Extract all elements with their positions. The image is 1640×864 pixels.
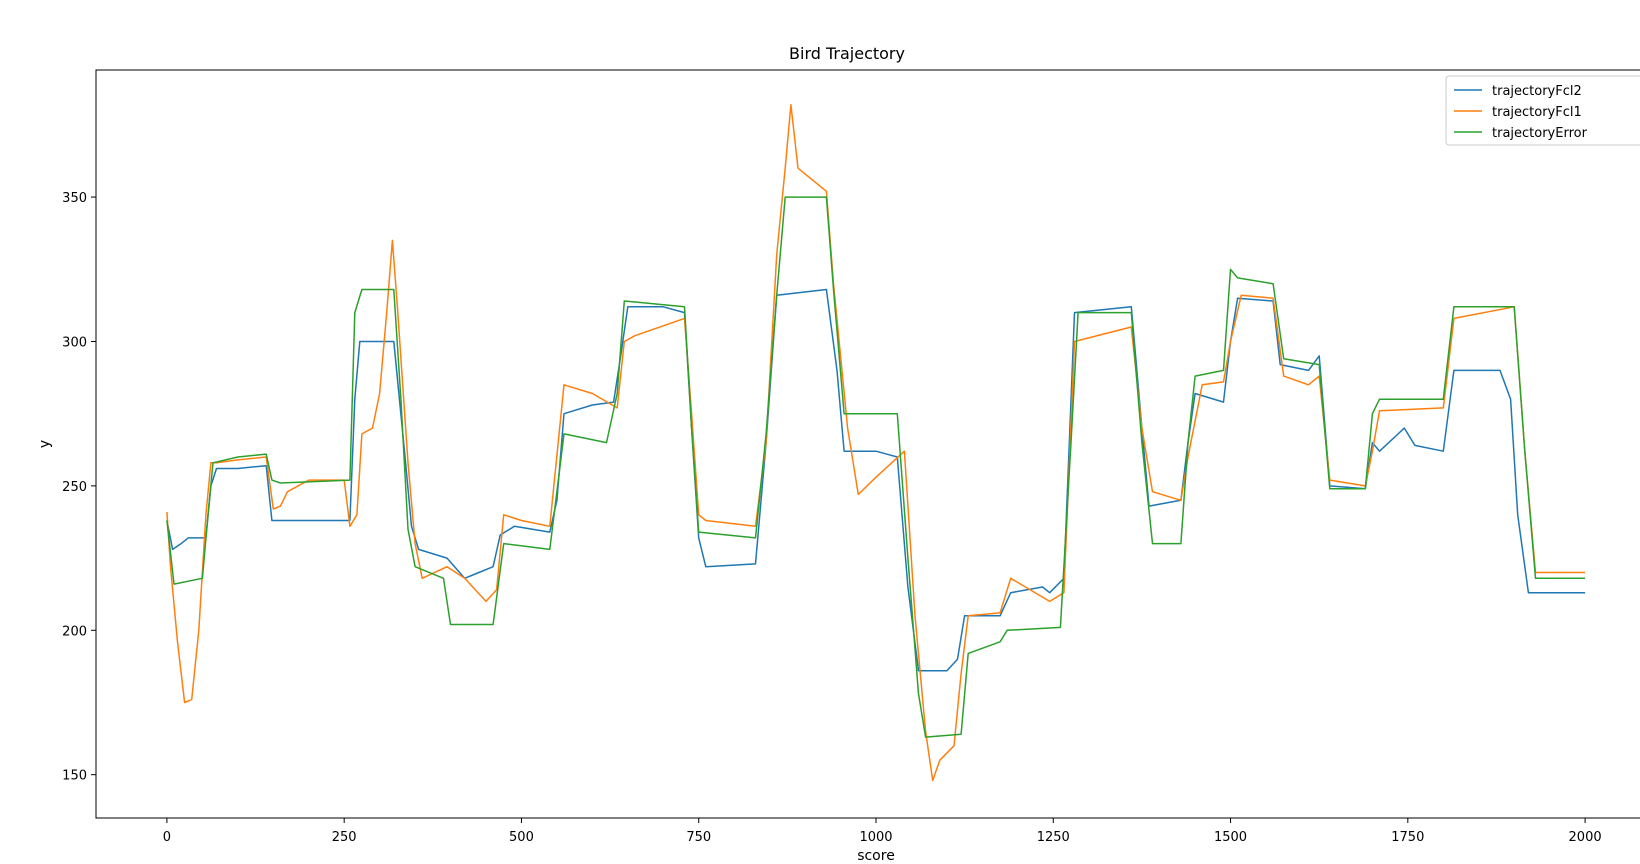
chart-title: Bird Trajectory [789,44,905,63]
axis-ticks: 0 250 500 750 1000 1250 1500 1750 2000 150 200 250 3… [62,191,1601,845]
y-tick-label: 300 [62,335,87,350]
x-tick-label: 250 [332,830,357,845]
legend-label-trajectoryFcl1: trajectoryFcl1 [1492,105,1582,120]
y-tick-label: 250 [62,480,87,495]
x-tick-label: 1000 [859,830,892,845]
series-line-trajectoryFcl2 [166,288,1586,672]
legend-frame [1445,75,1640,146]
y-tick-label: 350 [62,191,87,206]
legend-label-trajectoryFcl2: trajectoryFcl2 [1492,84,1582,99]
x-tick-label: 500 [509,830,534,845]
x-tick-label: 0 [163,830,171,845]
x-tick-label: 1500 [1214,830,1247,845]
legend: trajectoryFcl2 trajectoryFcl1 trajectoryEr… [1445,75,1640,146]
plot-frame [95,69,1640,819]
y-tick-label: 200 [62,624,87,639]
y-axis-label: y [37,440,53,448]
plot-area [166,103,1586,782]
y-tick-label: 150 [62,769,87,784]
x-tick-label: 1250 [1037,830,1070,845]
x-tick-label: 750 [686,830,711,845]
legend-label-trajectoryError: trajectoryError [1492,126,1588,141]
x-axis-label: score [857,848,895,864]
x-tick-label: 1750 [1391,830,1424,845]
x-tick-label: 2000 [1569,830,1602,845]
series-line-trajectoryError [166,196,1586,738]
